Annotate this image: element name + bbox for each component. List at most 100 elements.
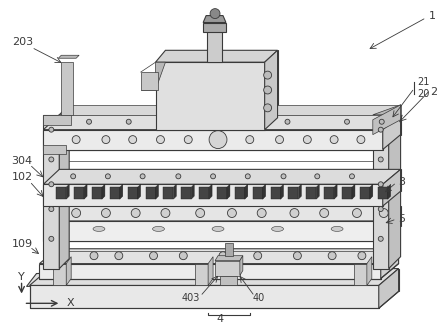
Circle shape	[156, 136, 164, 143]
Polygon shape	[39, 264, 381, 278]
Circle shape	[209, 131, 227, 149]
Polygon shape	[360, 187, 370, 199]
Circle shape	[150, 252, 158, 260]
Circle shape	[276, 136, 284, 143]
Polygon shape	[58, 55, 79, 58]
Text: 5: 5	[399, 214, 406, 224]
Circle shape	[379, 119, 384, 124]
Polygon shape	[373, 115, 389, 269]
Circle shape	[196, 209, 205, 217]
Circle shape	[378, 207, 383, 212]
Text: 304: 304	[12, 156, 33, 167]
Polygon shape	[378, 187, 388, 199]
Polygon shape	[53, 264, 66, 286]
Circle shape	[179, 252, 187, 260]
Polygon shape	[66, 184, 69, 199]
Polygon shape	[140, 72, 159, 90]
Text: X: X	[66, 298, 74, 308]
Polygon shape	[92, 187, 102, 199]
Polygon shape	[43, 184, 383, 206]
Polygon shape	[56, 187, 66, 199]
Circle shape	[210, 174, 216, 179]
Polygon shape	[208, 257, 213, 286]
Ellipse shape	[331, 227, 343, 231]
Polygon shape	[43, 206, 400, 221]
Polygon shape	[316, 184, 319, 199]
Polygon shape	[128, 187, 138, 199]
Polygon shape	[110, 187, 120, 199]
Polygon shape	[102, 184, 105, 199]
Circle shape	[345, 119, 350, 124]
Circle shape	[105, 174, 110, 179]
Circle shape	[49, 236, 54, 241]
Ellipse shape	[152, 227, 164, 231]
Circle shape	[184, 136, 192, 143]
Polygon shape	[30, 269, 399, 286]
Polygon shape	[379, 269, 399, 308]
Polygon shape	[173, 184, 176, 199]
Polygon shape	[155, 184, 159, 199]
Polygon shape	[253, 187, 263, 199]
Circle shape	[303, 136, 311, 143]
Ellipse shape	[93, 227, 105, 231]
Circle shape	[131, 209, 140, 217]
Circle shape	[353, 209, 361, 217]
Polygon shape	[217, 187, 227, 199]
Text: 203: 203	[12, 37, 33, 47]
Circle shape	[328, 252, 336, 260]
Polygon shape	[199, 187, 209, 199]
Polygon shape	[155, 50, 278, 62]
Text: Y: Y	[18, 272, 25, 282]
Polygon shape	[354, 264, 367, 286]
Circle shape	[72, 136, 80, 143]
Polygon shape	[381, 249, 399, 278]
Polygon shape	[264, 50, 278, 130]
Text: 403: 403	[182, 293, 200, 304]
Circle shape	[49, 157, 54, 162]
Circle shape	[72, 209, 81, 217]
Polygon shape	[59, 105, 69, 269]
Circle shape	[320, 209, 329, 217]
Polygon shape	[342, 187, 352, 199]
Circle shape	[379, 209, 388, 217]
Polygon shape	[383, 170, 400, 206]
Text: 109: 109	[12, 239, 33, 249]
Circle shape	[49, 182, 54, 187]
Polygon shape	[43, 144, 66, 155]
Polygon shape	[299, 184, 301, 199]
Polygon shape	[43, 221, 383, 241]
Polygon shape	[155, 62, 264, 130]
Polygon shape	[36, 261, 399, 274]
Polygon shape	[69, 105, 400, 115]
Circle shape	[176, 174, 181, 179]
Circle shape	[102, 136, 110, 143]
Ellipse shape	[212, 227, 224, 231]
Text: 102: 102	[12, 172, 33, 182]
Circle shape	[378, 157, 383, 162]
Polygon shape	[191, 184, 194, 199]
Circle shape	[257, 209, 266, 217]
Circle shape	[293, 252, 301, 260]
Circle shape	[357, 136, 365, 143]
Polygon shape	[271, 187, 280, 199]
Polygon shape	[203, 22, 226, 33]
Polygon shape	[373, 105, 400, 135]
Text: 1: 1	[428, 10, 435, 21]
Circle shape	[49, 127, 54, 132]
Circle shape	[378, 127, 383, 132]
Polygon shape	[120, 184, 123, 199]
Text: 20: 20	[417, 89, 430, 99]
Text: 2: 2	[430, 87, 438, 97]
Polygon shape	[220, 275, 237, 286]
Polygon shape	[181, 187, 191, 199]
Text: 4: 4	[217, 314, 224, 324]
Circle shape	[264, 104, 272, 112]
Circle shape	[129, 136, 137, 143]
Circle shape	[225, 119, 230, 124]
Polygon shape	[155, 62, 165, 90]
Circle shape	[285, 119, 290, 124]
Polygon shape	[209, 184, 212, 199]
Polygon shape	[43, 130, 383, 150]
Circle shape	[140, 174, 145, 179]
Polygon shape	[195, 264, 208, 286]
